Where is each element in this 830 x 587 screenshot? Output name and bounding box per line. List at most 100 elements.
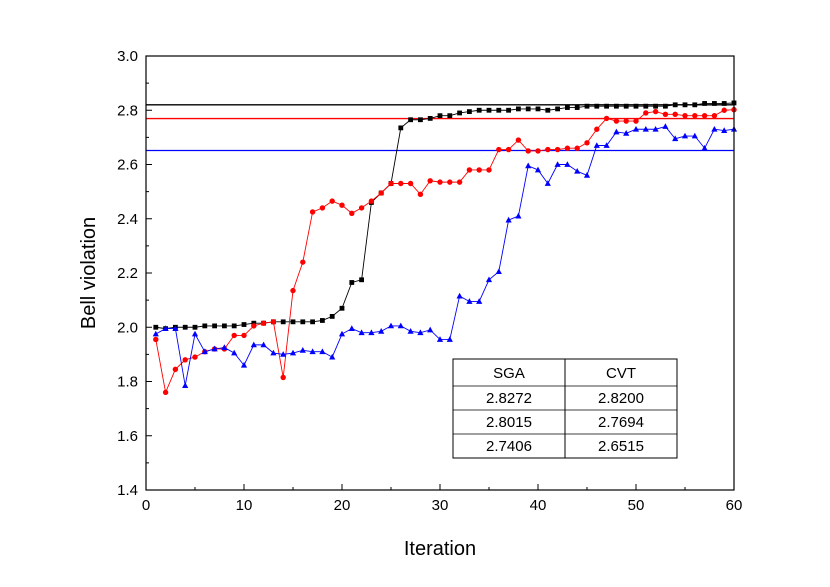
data-point-blue [162, 325, 169, 332]
series-group [152, 100, 738, 396]
data-point-blue [231, 349, 238, 356]
data-point-black [447, 113, 453, 119]
data-point-black [565, 105, 570, 110]
data-point-red [574, 145, 580, 151]
data-point-red [437, 179, 443, 185]
data-point-blue [662, 123, 669, 129]
data-point-black [476, 107, 482, 113]
data-point-black [545, 107, 551, 113]
x-tick-label: 20 [334, 497, 351, 514]
data-point-black [623, 103, 629, 109]
data-point-black [535, 106, 541, 112]
data-point-red [349, 210, 355, 217]
results-table: SGA CVT 2.8272 2.8200 2.8015 2.7694 2.74… [452, 358, 678, 459]
data-point-blue [564, 161, 571, 167]
data-point-red [564, 145, 571, 151]
x-tick-label: 30 [432, 497, 449, 514]
data-point-black [408, 117, 413, 123]
table-cell: 2.7694 [598, 414, 644, 431]
data-point-blue [681, 132, 689, 139]
data-point-blue [436, 336, 444, 342]
table-cell: 2.7406 [486, 438, 532, 455]
data-point-blue [358, 329, 365, 336]
series-line-red [155, 109, 735, 394]
data-point-blue [593, 142, 600, 148]
x-tick-label: 40 [530, 497, 547, 514]
data-point-black [231, 323, 237, 329]
data-point-blue [574, 167, 581, 174]
data-point-black [467, 109, 472, 115]
data-point-red [251, 323, 257, 329]
data-point-blue [456, 292, 463, 299]
series-line-blue [155, 126, 735, 386]
data-point-red [515, 137, 522, 143]
data-point-red [594, 126, 600, 132]
data-point-blue [554, 161, 561, 167]
data-point-blue [172, 325, 179, 332]
data-point-black [212, 323, 217, 329]
y-tick-label: 2.4 [117, 211, 138, 228]
data-point-blue [701, 144, 708, 151]
data-point-red [260, 320, 267, 326]
data-point-red [721, 107, 727, 113]
data-point-blue [466, 298, 473, 304]
data-point-red [652, 108, 659, 115]
data-point-red [378, 190, 384, 196]
data-point-red [368, 198, 375, 204]
axis-ticks: 0 10 20 30 40 50 60 1.4 1.6 1.8 2.0 2.2 2.4 2.6 2.8 3.0 [117, 48, 742, 514]
data-point-red [643, 110, 649, 116]
data-point-blue [191, 330, 199, 337]
data-point-black [525, 106, 531, 112]
data-point-black [702, 101, 707, 106]
data-point-red [505, 146, 512, 153]
data-point-blue [240, 361, 248, 368]
data-point-black [633, 103, 639, 109]
data-point-black [496, 107, 502, 113]
data-point-red [231, 332, 237, 339]
y-tick-label: 1.6 [117, 428, 138, 445]
data-point-black [653, 103, 658, 109]
data-point-blue [544, 180, 551, 186]
data-point-blue [319, 348, 326, 355]
data-point-blue [387, 322, 395, 329]
data-point-red [417, 191, 424, 198]
data-point-red [407, 180, 414, 187]
data-point-black [721, 101, 727, 106]
data-point-red [388, 180, 394, 187]
data-point-red [682, 112, 688, 119]
x-tick-label: 10 [236, 497, 253, 514]
data-point-black [290, 319, 296, 325]
data-point-blue [329, 353, 336, 360]
data-point-black [310, 319, 315, 325]
data-point-blue [397, 322, 404, 329]
data-point-red [603, 115, 610, 122]
x-axis-title: Iteration [404, 538, 476, 560]
data-point-blue [417, 329, 424, 336]
data-point-black [329, 314, 335, 319]
data-point-black [320, 318, 325, 323]
data-point-blue [338, 330, 346, 337]
data-point-red [554, 146, 561, 153]
data-point-red [162, 389, 169, 396]
data-point-black [437, 113, 443, 119]
data-point-black [486, 107, 492, 113]
y-tick-label: 1.4 [117, 482, 138, 499]
data-point-black [359, 277, 364, 283]
data-point-red [358, 205, 365, 211]
data-point-red [672, 111, 678, 118]
table-cell: 2.8272 [486, 390, 532, 407]
data-point-black [349, 280, 355, 285]
data-point-red [711, 112, 718, 119]
y-tick-label: 2.6 [117, 157, 138, 174]
data-point-red [545, 146, 551, 153]
data-point-black [574, 105, 580, 110]
data-point-black [280, 319, 286, 325]
data-point-red [447, 179, 453, 185]
data-point-red [319, 205, 326, 211]
data-point-black [712, 101, 717, 106]
data-point-black [300, 319, 306, 325]
data-point-red [623, 118, 629, 124]
data-point-blue [583, 172, 591, 178]
data-point-red [182, 357, 188, 363]
data-point-blue [280, 351, 287, 357]
